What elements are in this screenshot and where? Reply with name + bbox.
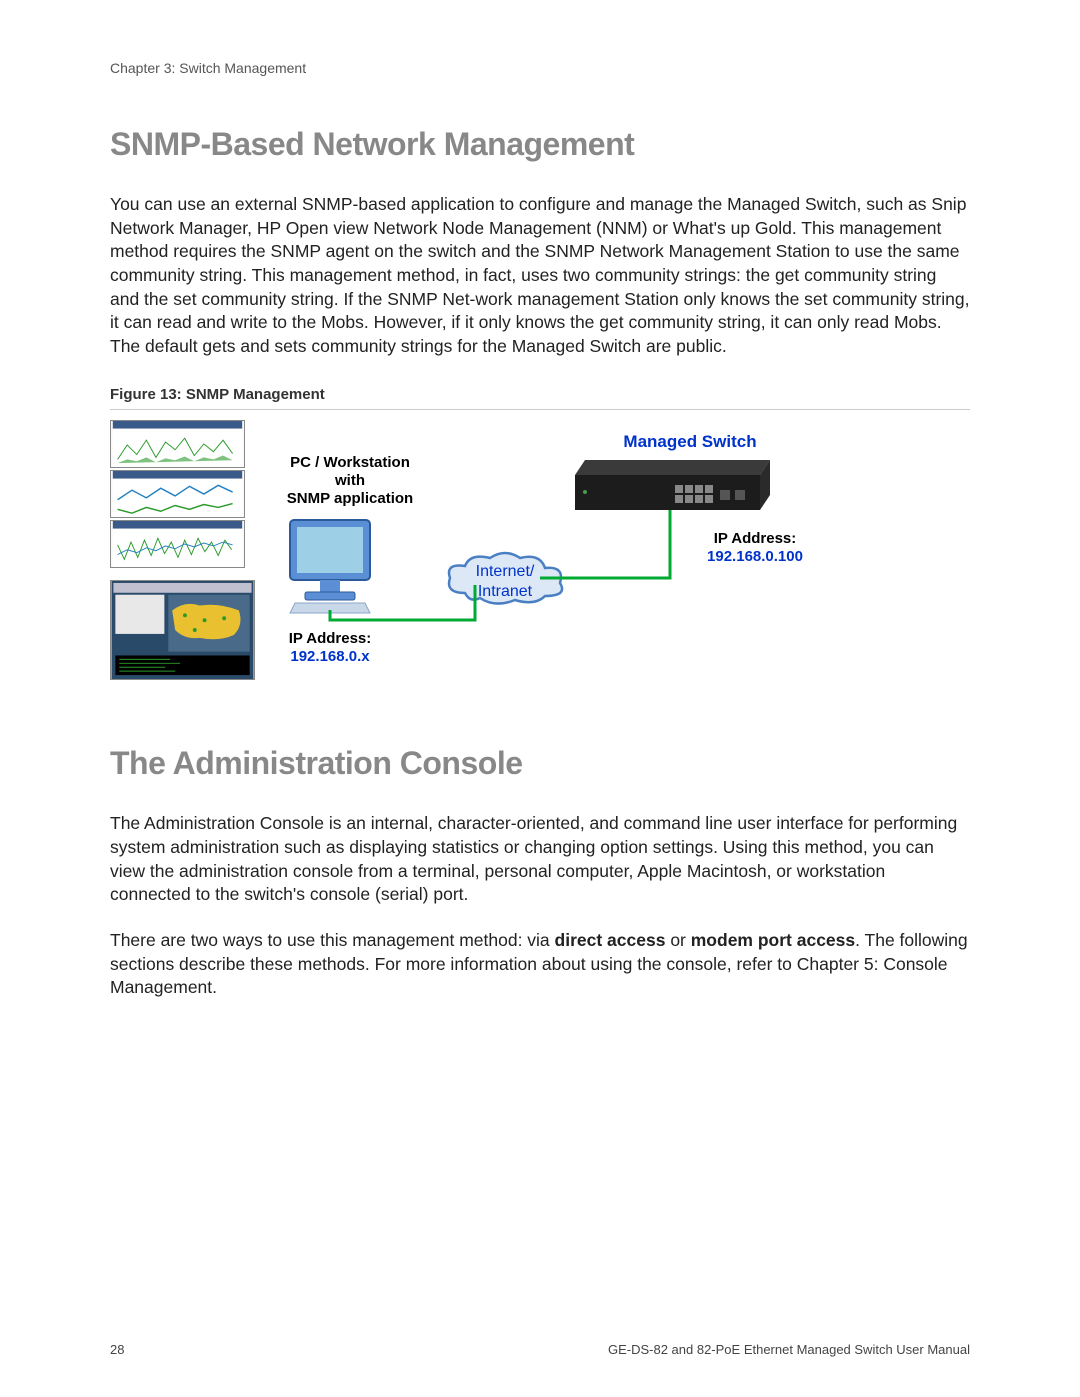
- s2b2b: direct access: [555, 930, 666, 950]
- figure-caption: Figure 13: SNMP Management: [110, 386, 970, 403]
- network-wires: [110, 420, 830, 690]
- section-title-snmp: SNMP-Based Network Management: [110, 126, 970, 163]
- section2-body1: The Administration Console is an interna…: [110, 812, 970, 907]
- cloud-l2: Intranet: [478, 583, 532, 600]
- figure-snmp-diagram: PC / Workstation with SNMP application M…: [110, 420, 830, 690]
- cloud-l1: Internet/: [476, 563, 535, 580]
- s2b2d: modem port access: [691, 930, 855, 950]
- cloud-label: Internet/ Intranet: [455, 562, 555, 600]
- chapter-header: Chapter 3: Switch Management: [110, 60, 970, 76]
- section-title-admin: The Administration Console: [110, 745, 970, 782]
- s2b2c: or: [665, 930, 690, 950]
- section2-body2: There are two ways to use this managemen…: [110, 929, 970, 1000]
- page-footer: 28 GE-DS-82 and 82-PoE Ethernet Managed …: [110, 1342, 970, 1357]
- s2b2a: There are two ways to use this managemen…: [110, 930, 555, 950]
- figure-divider: [110, 409, 970, 410]
- page-number: 28: [110, 1342, 124, 1357]
- section1-body: You can use an external SNMP-based appli…: [110, 193, 970, 358]
- doc-title: GE-DS-82 and 82-PoE Ethernet Managed Swi…: [608, 1342, 970, 1357]
